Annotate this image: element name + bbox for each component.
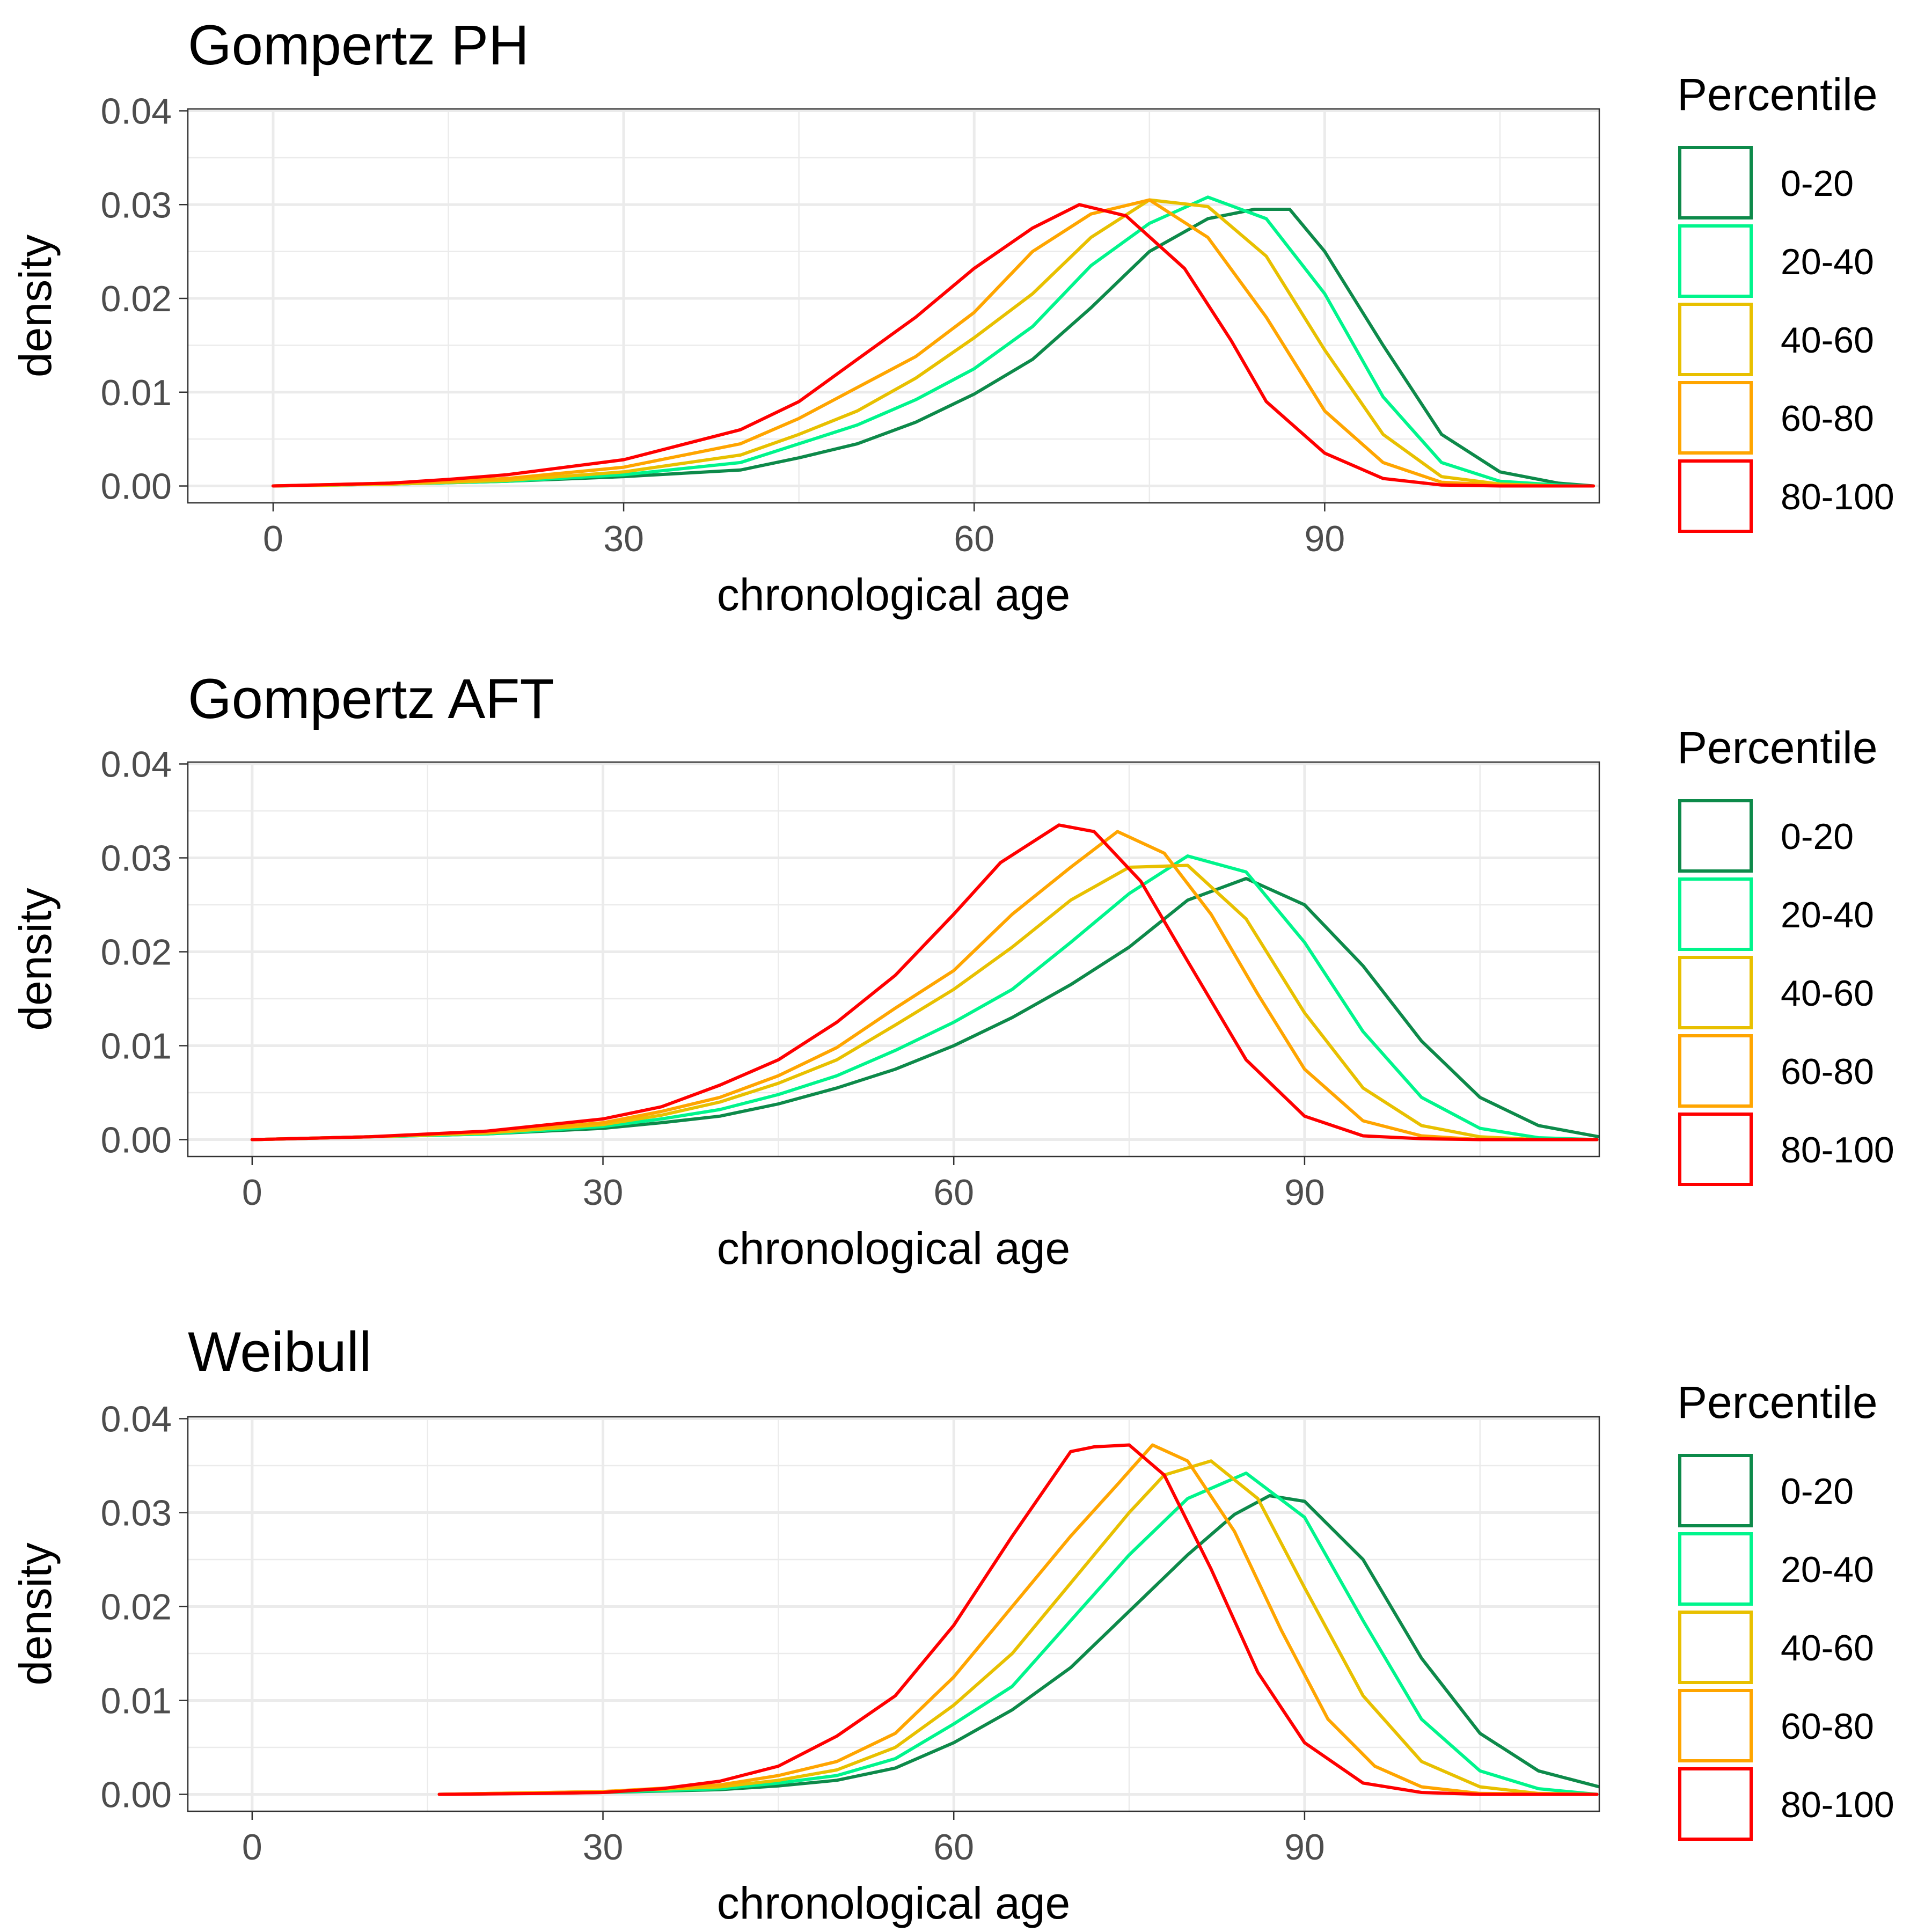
legend-title: Percentile (1677, 69, 1878, 120)
series-line-60-80 (437, 1443, 1599, 1796)
x-tick-label: 90 (1284, 1827, 1325, 1868)
legend-label-60-80: 60-80 (1781, 1706, 1874, 1747)
legend-key-40-60 (1678, 956, 1753, 1029)
legend-label-20-40: 20-40 (1781, 895, 1874, 935)
legend-label-0-20: 0-20 (1781, 816, 1854, 857)
series-line-60-80 (250, 830, 1599, 1141)
legend-label-0-20: 0-20 (1781, 1471, 1854, 1512)
series-lines (437, 1443, 1599, 1796)
series-line-20-40 (437, 1472, 1599, 1796)
legend-key-20-40 (1678, 877, 1753, 951)
series-lines (271, 195, 1596, 488)
chart-title: Weibull (188, 1321, 371, 1384)
legend-key-40-60 (1678, 1611, 1753, 1684)
legend-key-20-40 (1678, 224, 1753, 298)
y-tick-label: 0.01 (101, 372, 172, 413)
legend-title: Percentile (1677, 1377, 1878, 1428)
y-tick-label: 0.04 (101, 91, 172, 131)
y-tick-label: 0.03 (101, 185, 172, 225)
legend-key-0-20 (1678, 1454, 1753, 1527)
legend-label-0-20: 0-20 (1781, 163, 1854, 204)
legend-label-40-60: 40-60 (1781, 973, 1874, 1014)
x-tick-label: 0 (242, 1172, 262, 1213)
x-tick-label: 30 (583, 1172, 624, 1213)
legend-key-60-80 (1678, 1034, 1753, 1108)
x-axis-title: chronological age (717, 569, 1070, 620)
y-tick-label: 0.00 (101, 1775, 172, 1816)
legend-key-20-40 (1678, 1532, 1753, 1606)
y-tick-label: 0.01 (101, 1026, 172, 1067)
legend-key-80-100 (1678, 459, 1753, 533)
series-line-40-60 (437, 1459, 1599, 1796)
legend-label-40-60: 40-60 (1781, 320, 1874, 361)
x-tick-label: 90 (1305, 518, 1345, 559)
y-axis-title: density (10, 235, 61, 377)
legend-key-0-20 (1678, 146, 1753, 219)
legend-key-60-80 (1678, 381, 1753, 455)
y-axis-title: density (10, 1542, 61, 1685)
y-tick-label: 0.04 (101, 744, 172, 785)
series-line-20-40 (271, 195, 1596, 488)
legend-label-60-80: 60-80 (1781, 398, 1874, 439)
legend-key-80-100 (1678, 1113, 1753, 1186)
legend-key-80-100 (1678, 1767, 1753, 1841)
y-axis-title: density (10, 888, 61, 1030)
legend-key-60-80 (1678, 1689, 1753, 1762)
legend-label-80-100: 80-100 (1781, 477, 1894, 517)
legend-label-80-100: 80-100 (1781, 1130, 1894, 1170)
x-tick-label: 60 (933, 1172, 974, 1213)
series-line-80-100 (271, 203, 1596, 488)
series-line-0-20 (271, 208, 1596, 488)
series-line-60-80 (271, 198, 1596, 488)
legend-label-40-60: 40-60 (1781, 1628, 1874, 1668)
legend-label-60-80: 60-80 (1781, 1051, 1874, 1092)
x-tick-label: 0 (263, 518, 283, 559)
legend: Percentile 0-20 20-40 40-60 60-80 80-100 (1677, 722, 1894, 1186)
legend-title: Percentile (1677, 722, 1878, 773)
series-line-80-100 (437, 1443, 1599, 1796)
legend: Percentile 0-20 20-40 40-60 60-80 80-100 (1677, 1377, 1894, 1841)
series-line-20-40 (250, 854, 1599, 1141)
legend-label-20-40: 20-40 (1781, 1549, 1874, 1590)
x-tick-label: 60 (933, 1827, 974, 1868)
series-line-40-60 (271, 198, 1596, 488)
series-line-0-20 (250, 877, 1599, 1141)
series-line-80-100 (250, 823, 1599, 1141)
legend-label-20-40: 20-40 (1781, 241, 1874, 282)
y-tick-label: 0.02 (101, 1587, 172, 1628)
chart-panel-3: 0 30 60 90 0.00 0.01 0.02 0.03 0.04 chronological… (10, 1321, 1894, 1928)
chart-panel-2: 0 30 60 90 0.00 0.01 0.02 0.03 0.04 chronological… (10, 668, 1894, 1274)
series-line-40-60 (250, 863, 1599, 1141)
x-tick-label: 60 (954, 518, 994, 559)
y-tick-label: 0.03 (101, 838, 172, 879)
legend-key-0-20 (1678, 799, 1753, 873)
x-tick-label: 90 (1284, 1172, 1325, 1213)
y-tick-label: 0.01 (101, 1681, 172, 1722)
y-tick-label: 0.03 (101, 1493, 172, 1534)
y-tick-label: 0.00 (101, 1120, 172, 1161)
y-tick-label: 0.02 (101, 279, 172, 319)
x-tick-label: 30 (603, 518, 644, 559)
legend-label-80-100: 80-100 (1781, 1784, 1894, 1825)
y-tick-label: 0.04 (101, 1399, 172, 1440)
series-lines (250, 823, 1599, 1141)
legend: Percentile 0-20 20-40 40-60 60-80 80-100 (1677, 69, 1894, 533)
panel-border (187, 108, 1600, 504)
panel-border (187, 1416, 1600, 1812)
series-line-0-20 (437, 1494, 1599, 1796)
legend-key-40-60 (1678, 303, 1753, 376)
panel-border (187, 761, 1600, 1158)
y-tick-label: 0.02 (101, 932, 172, 973)
y-tick-label: 0.00 (101, 466, 172, 507)
x-tick-label: 30 (583, 1827, 624, 1868)
x-tick-label: 0 (242, 1827, 262, 1868)
x-axis-title: chronological age (717, 1223, 1070, 1274)
x-axis-title: chronological age (717, 1878, 1070, 1928)
chart-panel-1: 0 30 60 90 0.00 0.01 0.02 0.03 0.04 chronological… (10, 14, 1894, 620)
chart-title: Gompertz PH (188, 14, 529, 77)
chart-title: Gompertz AFT (188, 668, 554, 730)
